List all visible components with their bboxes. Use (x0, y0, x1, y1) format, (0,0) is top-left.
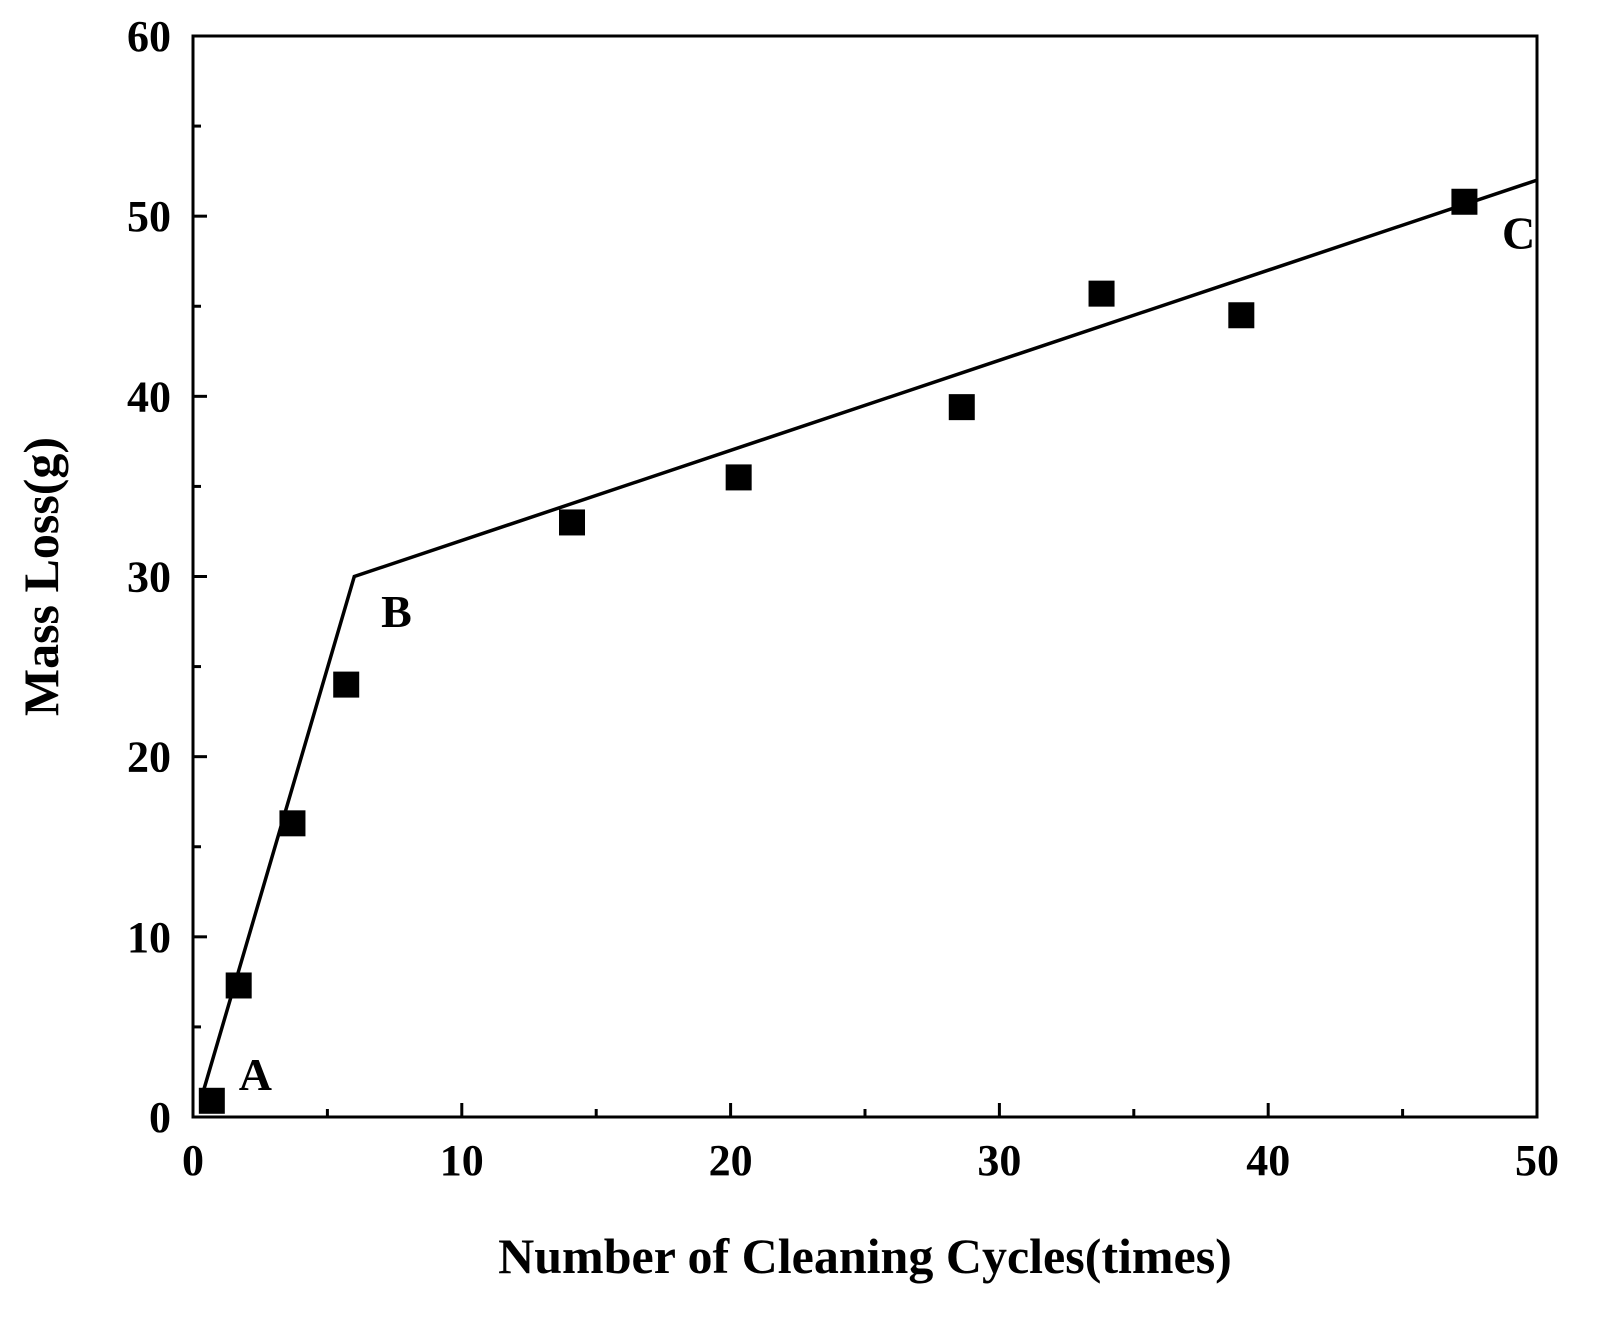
x-tick-label: 50 (1515, 1136, 1559, 1185)
data-point (725, 464, 752, 491)
data-point (1088, 280, 1115, 307)
data-point (225, 972, 252, 999)
x-tick-label: 10 (440, 1136, 484, 1185)
data-point (1228, 302, 1255, 329)
y-tick-label: 30 (127, 553, 171, 602)
x-tick-label: 30 (977, 1136, 1021, 1185)
y-tick-label: 60 (127, 12, 171, 61)
data-point (559, 509, 586, 536)
y-tick-label: 40 (127, 372, 171, 421)
plot-frame (191, 34, 1539, 1119)
data-point (1451, 188, 1478, 215)
x-tick-label: 40 (1246, 1136, 1290, 1185)
data-point (948, 394, 975, 421)
annotation-label: A (239, 1049, 272, 1100)
y-tick-label: 50 (127, 192, 171, 241)
data-point (198, 1087, 225, 1114)
x-axis-title: Number of Cleaning Cycles(times) (498, 1228, 1232, 1284)
data-points-group (198, 188, 1478, 1114)
annotations-group: A B C (239, 208, 1536, 1100)
fit-line (199, 178, 1538, 1100)
y-axis-title: Mass Loss(g) (13, 437, 69, 716)
annotation-label: B (381, 586, 412, 637)
ticks-group: 0 10 20 30 40 50 0 10 20 30 40 50 60 (127, 12, 1559, 1185)
y-tick-label: 10 (127, 913, 171, 962)
fit-line-group (199, 178, 1538, 1100)
data-point (279, 810, 306, 837)
data-point (333, 671, 360, 698)
y-tick-label: 20 (127, 733, 171, 782)
annotation-label: C (1502, 208, 1535, 259)
y-tick-label: 0 (149, 1093, 171, 1142)
x-tick-label: 0 (182, 1136, 204, 1185)
x-tick-label: 20 (709, 1136, 753, 1185)
plot-frame-group (191, 34, 1539, 1119)
